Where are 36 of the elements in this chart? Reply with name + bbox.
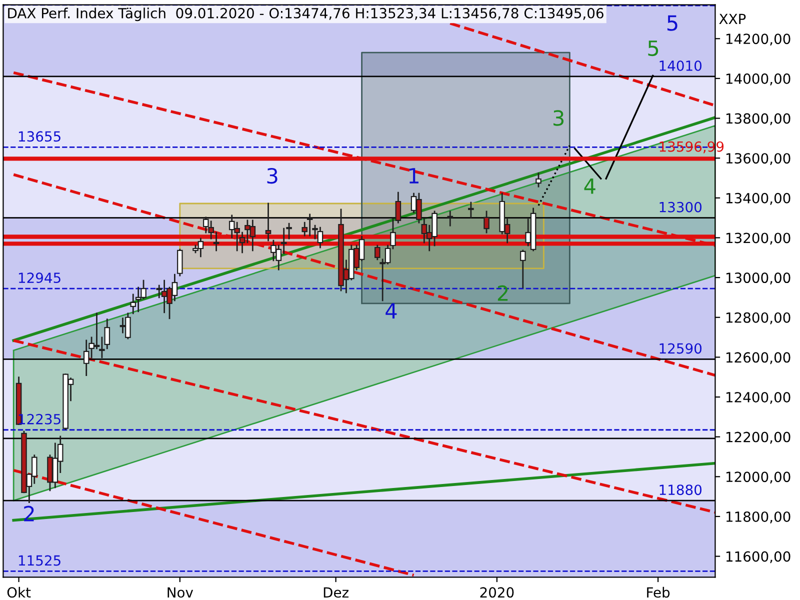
y-tick-label: 12800,00: [726, 312, 790, 324]
ref-line-label: 13655: [18, 131, 60, 142]
ref-line-label: 12945: [18, 272, 60, 284]
y-tick-label: 13600,00: [726, 153, 790, 165]
annotation: 2: [498, 285, 508, 301]
x-tick-label: 2020: [480, 587, 514, 598]
y-tick-label: 11600,00: [726, 551, 790, 564]
y-tick-label: 12400,00: [726, 392, 790, 404]
annotation: 5: [667, 15, 678, 31]
y-tick-label: 14200,00: [726, 34, 790, 46]
annotation: 3: [267, 168, 278, 184]
y-tick-label: 12000,00: [726, 472, 790, 484]
annotation: 1: [409, 168, 418, 184]
y-tick-label: 13800,00: [726, 113, 790, 126]
annotation: 4: [386, 303, 397, 318]
y-tick-label: 13200,00: [726, 232, 790, 245]
y-tick-label: 12200,00: [726, 432, 790, 444]
y-tick-label: 11800,00: [726, 511, 790, 524]
x-tick-label: Dez: [324, 587, 348, 598]
x-tick-label: Okt: [7, 586, 31, 598]
y-tick-label: 13000,00: [726, 272, 790, 284]
x-tick-label: Nov: [168, 587, 194, 598]
y-tick-label: 13400,00: [726, 192, 790, 205]
y-axis-title: XXP: [719, 14, 746, 24]
annotation: 4: [584, 178, 596, 194]
y-tick-label: 12600,00: [726, 352, 790, 364]
chart-title: DAX Perf. Index Täglich 09.01.2020 - O:13474,76 H:13523,34 L:13456,78 C:13495,06: [8, 8, 604, 22]
ref-line-label: 12590: [660, 343, 702, 354]
annotation: 5: [648, 40, 658, 56]
ref-line-label: 11880: [660, 484, 702, 496]
annotation: 3: [554, 110, 564, 126]
ref-line-label: 14010: [660, 60, 702, 72]
ref-line-label: 11525: [18, 555, 60, 566]
x-tick-label: Feb: [647, 586, 670, 598]
y-tick-label: 14000,00: [726, 73, 790, 86]
ref-line-label: 13300: [660, 202, 702, 212]
